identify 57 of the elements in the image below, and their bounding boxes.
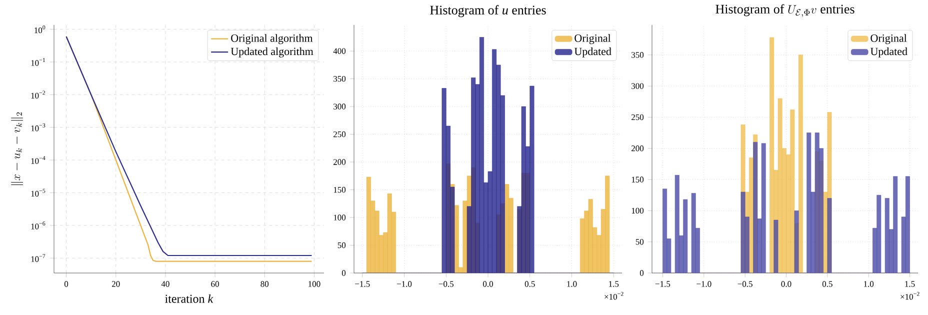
y-tick-label: 300 [632,83,644,89]
x-tick-label: −1.5 [655,281,670,287]
x-axis-title: iteration k [165,294,214,303]
x-tick-label: 0.0 [781,281,792,287]
x-tick-label: 0.0 [483,281,493,287]
y-tick-label: 50 [338,242,346,248]
y-tick-label: 0 [342,270,346,276]
y-tick-label: 350 [632,52,644,58]
y-tick-label: 350 [334,76,346,82]
x-tick-label: 1.5 [905,281,915,287]
x-tick-label: −0.5 [738,281,752,287]
y-tick-label: 100 [632,208,644,214]
legend-label: Updated algorithm [230,47,314,58]
x-tick-label: 60 [211,281,219,287]
x-tick-label: −0.5 [438,281,454,287]
y-tick-label: 250 [334,131,346,138]
y-tick-label: 150 [334,186,346,193]
y-tick-label: 0 [640,270,644,276]
y-tick-label: 10$^{−2}$ [31,90,46,99]
legend-label: Original [870,34,907,44]
y-tick-label: 50 [636,238,644,245]
x-tick-label: 1.0 [567,281,577,287]
x-tick-label: 20 [112,281,120,287]
y-tick-label: 200 [632,146,644,152]
x-tick-label: 0.5 [822,281,832,287]
y-axis-title: $\|x-u_k-v_k\|_2$ [11,112,24,185]
y-tick-label: 10$^{−5}$ [31,188,46,197]
x-tick-label: 1.5 [609,281,619,287]
x-tick-label: −1.0 [396,281,412,287]
y-tick-label: 150 [632,176,644,182]
x-tick-label: 1.0 [864,281,874,287]
x-tick-label: 80 [260,281,269,287]
y-tick-label: 10$^{−7}$ [31,254,46,262]
x-tick-label: 100 [308,281,320,287]
x-tick-label: 40 [161,281,170,287]
text: ×10$^{−2}$ [604,292,624,300]
y-tick-label: 10$^{0}$ [34,25,46,34]
y-tick-label: 10$^{−3}$ [31,123,46,132]
x-tick-label: 0 [64,281,68,287]
chart-title: $\text{Histogram of }U_{\mathcal{E},\Phi}v\text{ entries}$ [716,4,854,18]
y-tick-label: 10$^{−1}$ [31,58,46,66]
x-tick-label: 0.5 [524,281,535,287]
legend-label: Updated [574,47,612,58]
chart-title: Histogram of u entries [430,5,546,18]
y-tick-label: 400 [333,48,346,54]
legend-label: Original [574,34,611,44]
x-tick-label: −1.0 [696,281,712,287]
y-tick-label: 300 [334,104,346,110]
y-tick-label: 200 [334,159,346,165]
y-tick-label: 250 [632,114,644,120]
y-tick-label: 100 [334,214,346,220]
x-tick-label: −1.5 [355,281,370,287]
legend-label: Updated [870,47,908,58]
y-tick-label: 10$^{−6}$ [31,221,46,230]
text: ×10$^{−2}$ [900,292,920,300]
y-tick-label: 10$^{−4}$ [31,156,46,164]
legend-label: Original algorithm [231,34,313,44]
